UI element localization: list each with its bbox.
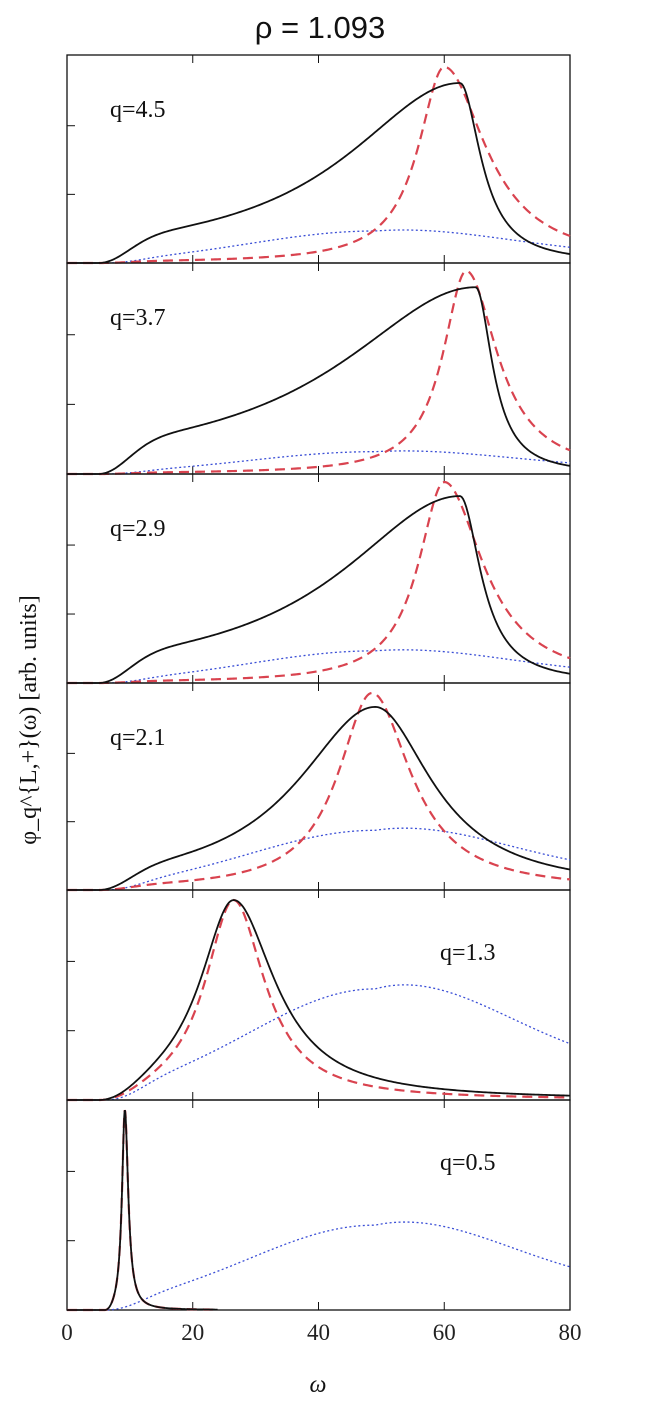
x-tick-label: 20	[181, 1320, 204, 1345]
series-dotted	[67, 1221, 571, 1311]
series-dashed	[67, 269, 571, 476]
series-solid	[67, 899, 571, 1101]
series-solid	[67, 286, 571, 475]
series-dashed	[67, 691, 571, 892]
panel-frame	[66, 54, 571, 264]
panel-label: q=0.5	[440, 1150, 496, 1176]
panel: q=3.7	[66, 262, 571, 476]
panel-label: q=3.7	[110, 305, 166, 331]
series-dashed	[67, 1109, 218, 1312]
panel-frame	[66, 682, 571, 891]
series-solid	[67, 82, 571, 264]
y-axis-label: φ_q^{L,+}(ω) [arb. units]	[16, 595, 42, 844]
panel: q=1.3	[66, 889, 571, 1102]
panel-frame	[66, 889, 571, 1101]
series-dotted	[67, 827, 571, 891]
series-dotted	[67, 450, 571, 475]
series-solid	[67, 1109, 218, 1311]
x-tick-label: 60	[433, 1320, 456, 1345]
x-axis: 0 20 40 60 80	[61, 1320, 581, 1345]
panel-frame	[66, 1099, 571, 1311]
panel: q=4.5	[66, 54, 571, 265]
panel-label: q=1.3	[440, 940, 496, 966]
series-dashed	[67, 480, 571, 685]
panels: q=4.5 q=3.7 q=2.9 q=2.1 q=1.3 q=0.5	[66, 54, 571, 1312]
series-dotted	[67, 229, 571, 264]
panel-frame	[66, 262, 571, 475]
x-tick-label: 0	[61, 1320, 73, 1345]
panel: q=2.9	[66, 473, 571, 685]
series-solid	[67, 706, 571, 891]
series-dashed	[67, 898, 571, 1102]
series-dotted	[67, 984, 571, 1101]
panel-frame	[66, 473, 571, 684]
series-dotted	[67, 649, 571, 684]
panel-label: q=2.9	[110, 516, 166, 542]
panel: q=2.1	[66, 682, 571, 892]
x-tick-label: 40	[307, 1320, 330, 1345]
x-tick-label: 80	[559, 1320, 582, 1345]
x-axis-label: ω	[310, 1372, 327, 1398]
chart-title: ρ = 1.093	[255, 10, 386, 45]
series-solid	[67, 495, 571, 684]
series-dashed	[67, 65, 571, 265]
panel-label: q=2.1	[110, 725, 166, 751]
panel: q=0.5	[66, 1099, 571, 1312]
panel-label: q=4.5	[110, 97, 166, 123]
